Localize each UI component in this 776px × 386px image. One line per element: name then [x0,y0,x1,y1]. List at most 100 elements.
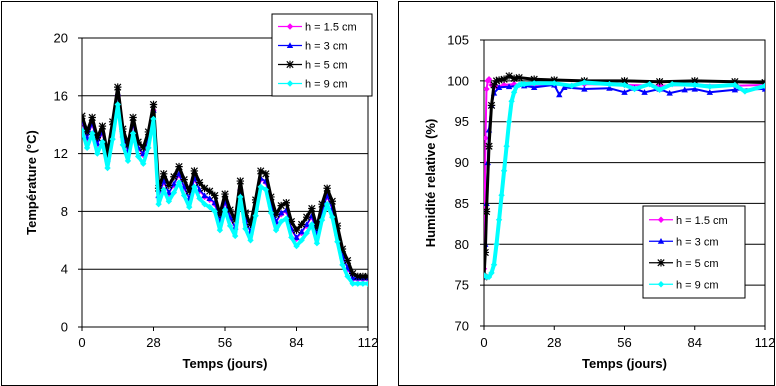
data-point [205,187,214,195]
x-tick-label: 56 [617,335,631,350]
legend-marker [657,238,665,244]
data-point [170,173,178,181]
legend: h = 1.5 cm h = 3 cm h = 5 cm h = 9 cm [642,205,746,299]
data-point [620,77,629,85]
data-point [343,256,352,265]
data-point [216,210,224,218]
data-point [334,238,341,245]
data-point [706,83,714,90]
data-point [641,89,648,95]
data-point [292,226,301,234]
data-point [288,234,295,241]
data-point [221,190,229,198]
y-axis-title: Température (°C) [24,130,39,235]
data-point [484,248,489,257]
data-point [530,80,538,87]
y-tick-label: 85 [455,196,469,211]
data-point [108,118,117,126]
data-point [318,216,326,224]
data-point [495,76,503,84]
data-point [83,128,91,136]
data-point [359,272,367,281]
data-point [287,217,296,226]
legend-label: h = 9 cm [676,279,719,291]
data-point [129,113,137,122]
data-point [298,237,305,244]
data-point [129,130,137,137]
y-tick-label: 75 [455,278,469,293]
data-point [485,273,493,281]
x-tick-label: 112 [755,335,774,350]
data-point [175,162,183,171]
data-point [119,141,127,149]
data-point [303,213,311,221]
data-point [241,209,250,217]
humidity-chart-panel: 70 75 80 85 90 95 100 105 0 28 56 84 112 Temps (jours… [398,1,775,386]
x-tick-label: 0 [480,335,487,350]
legend-item: h = 3 cm [649,236,719,248]
data-point [114,83,122,91]
data-point [226,222,234,230]
data-point [488,269,495,277]
y-tick-label: 12 [54,146,68,161]
data-point [556,91,563,98]
data-point [165,198,173,205]
data-point [691,81,698,89]
data-point [191,183,198,191]
y-axis-title: Humidité relative (%) [423,119,438,248]
data-point [485,142,493,150]
data-point [348,269,357,278]
data-point [308,204,316,213]
temperature-chart: 0 4 8 12 16 20 0 28 56 84 112 Temps (jours) Températ… [24,13,377,371]
data-point [487,101,496,110]
data-point [741,88,749,95]
legend-label: h = 9 cm [305,79,348,91]
data-point [339,261,346,269]
data-point [180,175,188,184]
data-point [359,280,367,287]
series-3 [82,83,368,281]
data-point [201,200,208,208]
data-point [88,113,96,122]
data-point [621,89,628,95]
data-point [297,220,306,229]
data-point [242,225,249,232]
data-point [160,186,167,193]
data-point [485,76,493,83]
data-point [155,200,162,208]
data-point [231,216,239,224]
data-point [247,237,254,244]
data-point [510,74,518,83]
legend-item: h = 9 cm [649,279,719,291]
x-tick-label: 0 [78,335,85,350]
data-point [272,226,280,234]
data-point [706,89,714,95]
legend-label: h = 3 cm [305,41,348,53]
series-line [82,85,368,278]
data-point [139,144,147,152]
data-point [508,98,515,105]
data-point [185,187,193,195]
data-point [349,280,356,287]
y-tick-label: 16 [54,88,68,103]
legend-item: h = 3 cm [278,41,348,53]
data-point [329,213,336,221]
y-tick-label: 70 [455,319,469,334]
data-point [323,184,331,192]
data-point [303,229,310,237]
legend-marker [657,259,665,267]
data-point [364,272,368,281]
data-point [257,183,264,191]
data-point [246,220,255,229]
data-point [364,280,368,287]
data-point [530,75,538,83]
data-point [226,206,234,214]
legend-item: h = 5 cm [649,258,719,270]
data-point [149,100,158,109]
y-tick-label: 0 [61,320,68,335]
data-point [691,77,699,85]
x-tick-label: 112 [358,335,377,350]
plot-area-frame [483,39,766,327]
data-point [283,215,290,222]
x-axis-title: Temps (jours) [582,356,667,371]
